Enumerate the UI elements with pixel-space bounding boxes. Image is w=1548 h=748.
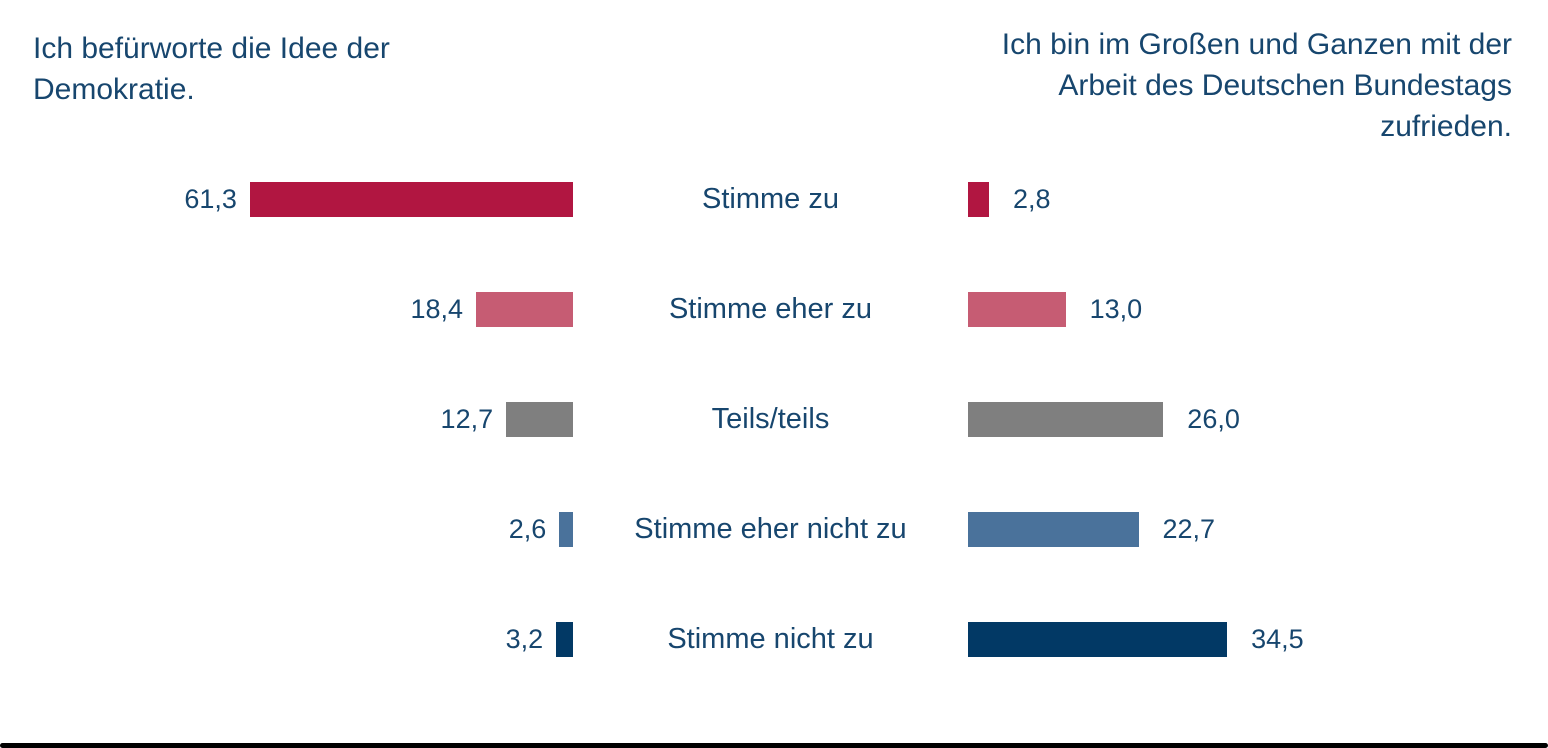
right-value-label: 13,0	[1089, 293, 1143, 324]
left-value-label: 18,4	[410, 293, 463, 324]
right-panel-cell: 13,0	[968, 254, 1548, 364]
right-bar	[968, 401, 1164, 437]
left-panel-cell: 61,3	[0, 144, 573, 254]
category-cell: Stimme eher zu	[573, 254, 968, 364]
left-panel-cell: 12,7	[0, 364, 573, 474]
left-bar	[249, 181, 573, 217]
left-bar	[506, 401, 573, 437]
right-bar	[968, 291, 1066, 327]
left-bar	[559, 511, 573, 547]
right-panel-title-line3: zufrieden.	[1380, 110, 1512, 143]
left-bar	[476, 291, 573, 327]
right-panel-cell: 2,8	[968, 144, 1548, 254]
category-cell: Stimme eher nicht zu	[573, 474, 968, 584]
category-label: Teils/teils	[711, 402, 830, 435]
left-value-label: 3,2	[505, 623, 544, 654]
category-label: Stimme nicht zu	[667, 622, 874, 655]
left-panel-cell: 3,2	[0, 584, 573, 694]
left-panel-title-line1: Ich befürworte die Idee der	[33, 32, 390, 65]
chart-row-stimme-nicht-zu: 3,2 Stimme nicht zu 34,5	[0, 584, 1548, 694]
right-panel-title-line2: Arbeit des Deutschen Bundestags	[1058, 69, 1512, 102]
left-value-label: 12,7	[440, 403, 494, 434]
left-panel-cell: 18,4	[0, 254, 573, 364]
category-label: Stimme zu	[702, 182, 839, 215]
left-panel-title: Ich befürworte die Idee der Demokratie.	[33, 28, 390, 110]
category-label: Stimme eher zu	[668, 292, 873, 325]
left-value-label: 2,6	[508, 513, 547, 544]
right-bar	[968, 181, 989, 217]
right-panel-title: Ich bin im Großen und Ganzen mit der Arb…	[1002, 24, 1512, 147]
chart-rows: 61,3 Stimme zu 2,8 18,4 Stimme eher zu 1…	[0, 144, 1548, 694]
right-bar	[968, 511, 1139, 547]
left-value-label: 61,3	[184, 183, 237, 214]
left-bar	[556, 621, 573, 657]
right-value-label: 22,7	[1162, 513, 1216, 544]
chart-row-stimme-eher-nicht-zu: 2,6 Stimme eher nicht zu 22,7	[0, 474, 1548, 584]
right-value-label: 2,8	[1013, 183, 1051, 214]
category-cell: Teils/teils	[573, 364, 968, 474]
right-panel-title-line1: Ich bin im Großen und Ganzen mit der	[1001, 28, 1512, 61]
category-cell: Stimme nicht zu	[573, 584, 968, 694]
right-panel-cell: 26,0	[968, 364, 1548, 474]
chart-row-teils-teils: 12,7 Teils/teils 26,0	[0, 364, 1548, 474]
right-value-label: 34,5	[1251, 623, 1304, 654]
bottom-divider	[0, 743, 1548, 748]
left-panel-title-line2: Demokratie.	[33, 73, 195, 106]
left-panel-cell: 2,6	[0, 474, 573, 584]
chart-row-stimme-eher-zu: 18,4 Stimme eher zu 13,0	[0, 254, 1548, 364]
right-panel-cell: 22,7	[968, 474, 1548, 584]
right-value-label: 26,0	[1187, 403, 1240, 434]
category-label: Stimme eher nicht zu	[634, 512, 907, 545]
chart-row-stimme-zu: 61,3 Stimme zu 2,8	[0, 144, 1548, 254]
category-cell: Stimme zu	[573, 144, 968, 254]
right-panel-cell: 34,5	[968, 584, 1548, 694]
right-bar	[968, 621, 1228, 657]
